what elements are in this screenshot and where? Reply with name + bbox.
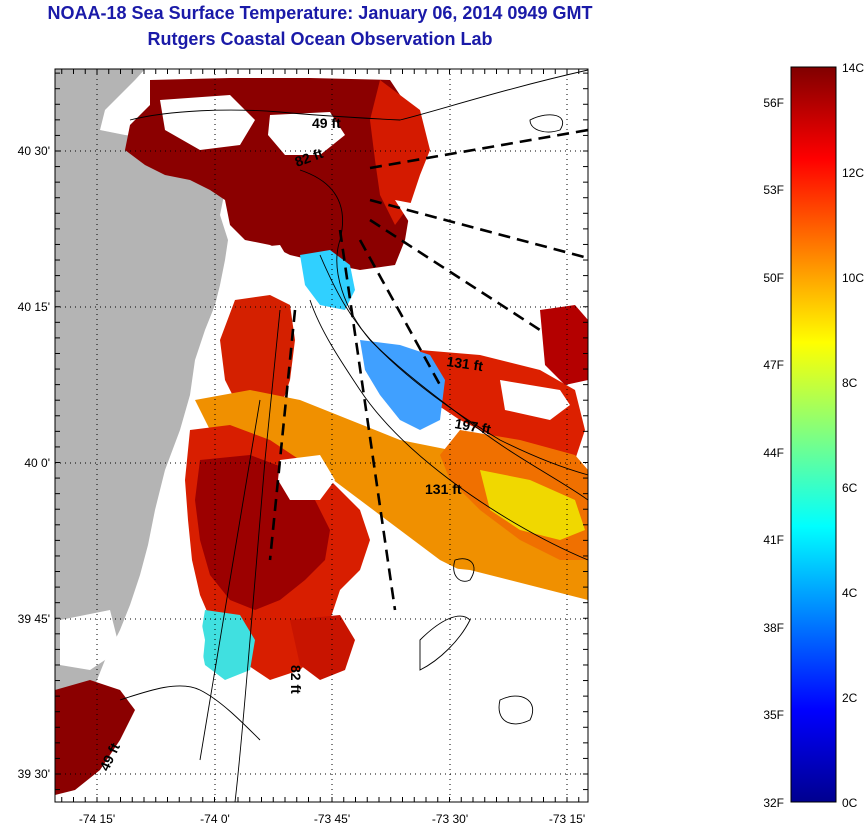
colorbar-label-44f: 44F [763, 446, 784, 460]
colorbar-label-56f: 56F [763, 96, 784, 110]
colorbar-label-14c: 14C [842, 61, 864, 75]
lon-label-73-45: -73 45' [313, 812, 351, 826]
colorbar-label-10c: 10C [842, 271, 864, 285]
bathymetry-contours [119, 69, 588, 802]
lon-label-73-15: -73 15' [548, 812, 586, 826]
shipping-lanes [268, 128, 588, 611]
cloud-gaps [60, 95, 588, 802]
colorbar-label-0c: 0C [842, 796, 858, 810]
map-area: 49 ft 82 ft 131 ft 197 ft 131 ft 82 ft 4… [55, 69, 588, 802]
colorbar-label-41f: 41F [763, 533, 784, 547]
contour-label-131ft-south: 131 ft [425, 481, 462, 497]
sst-dark-red-nj-south [55, 680, 135, 795]
sst-yellow-east [480, 470, 585, 540]
map-frame [54, 68, 589, 803]
colorbar-label-47f: 47F [763, 358, 784, 372]
lat-label-40-15: 40 15' [17, 300, 50, 314]
lat-label-39-30: 39 30' [17, 767, 50, 781]
sst-red-coast [220, 295, 295, 420]
colorbar-label-4c: 4C [842, 586, 858, 600]
colorbar-label-53f: 53F [763, 183, 784, 197]
colorbar-label-32f: 32F [763, 796, 784, 810]
contour-label-131ft-mid: 131 ft [446, 353, 485, 374]
contour-label-49ft-north: 49 ft [312, 115, 341, 131]
colorbar-label-8c: 8C [842, 376, 858, 390]
lat-lon-grid [55, 69, 588, 802]
sst-cyan-south [200, 610, 255, 680]
map-title: NOAA-18 Sea Surface Temperature: January… [47, 3, 593, 23]
colorbar [790, 66, 837, 803]
map-subtitle: Rutgers Coastal Ocean Observation Lab [147, 29, 493, 49]
axis-ticks [55, 69, 588, 802]
lon-label-74-0: -74 0' [200, 812, 230, 826]
colorbar-label-6c: 6C [842, 481, 858, 495]
colorbar-label-38f: 38F [763, 621, 784, 635]
contour-label-82ft-south: 82 ft [288, 665, 304, 694]
lat-label-40-30: 40 30' [17, 144, 50, 158]
lon-label-74-15: -74 15' [78, 812, 116, 826]
land-mass [55, 69, 228, 790]
sst-cyan-canyon [300, 250, 355, 310]
lat-label-39-45: 39 45' [17, 612, 50, 626]
contour-label-197ft: 197 ft [453, 415, 492, 437]
sst-blue-canyon [360, 340, 445, 430]
sst-red-southeast [415, 350, 585, 460]
colorbar-label-12c: 12C [842, 166, 864, 180]
sst-orange-central [195, 390, 588, 610]
colorbar-label-35f: 35F [763, 708, 784, 722]
colorbar-label-2c: 2C [842, 691, 858, 705]
sst-red-south-small [290, 615, 355, 680]
colorbar-label-50f: 50F [763, 271, 784, 285]
lon-label-73-30: -73 30' [431, 812, 469, 826]
lat-label-40-0: 40 0' [24, 456, 50, 470]
sst-red-east-small [540, 305, 588, 385]
